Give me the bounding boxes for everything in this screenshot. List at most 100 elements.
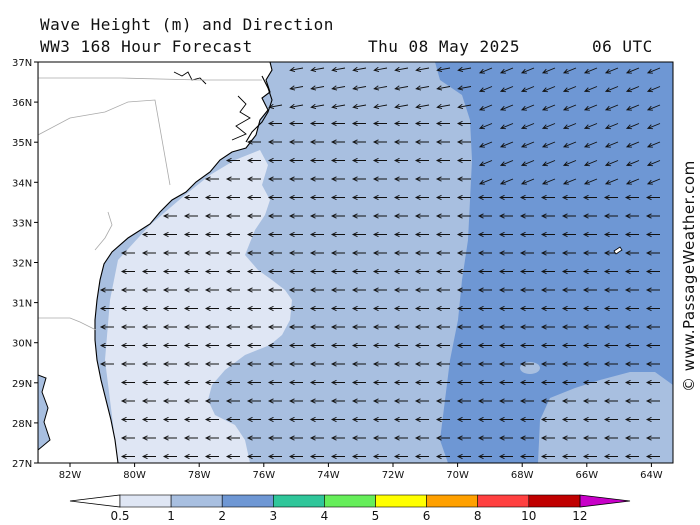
wave-arrow — [477, 361, 492, 367]
wave-arrow — [646, 86, 661, 93]
wave-arrow — [330, 176, 345, 182]
wave-arrow — [520, 123, 535, 130]
wave-arrow — [624, 305, 639, 312]
wave-arrow — [246, 416, 261, 423]
wave-arrow — [120, 398, 135, 404]
wave-arrow — [204, 416, 219, 423]
wave-arrow — [310, 85, 325, 91]
wave-arrow — [435, 361, 450, 367]
wave-arrow — [393, 287, 408, 293]
wave-arrow — [288, 139, 303, 145]
legend-label: 0.5 — [110, 509, 129, 523]
legend-swatch — [272, 494, 325, 508]
wave-arrow — [162, 379, 177, 386]
wave-arrow — [309, 287, 324, 293]
wave-arrow — [540, 287, 555, 293]
wave-arrow — [204, 250, 219, 256]
wave-arrow — [646, 67, 661, 74]
wave-arrow — [162, 435, 177, 441]
wave-arrow — [540, 398, 555, 404]
state-borders — [38, 77, 262, 331]
wave-arrow — [393, 250, 408, 256]
wave-arrow — [603, 213, 618, 219]
wave-arrow — [267, 342, 282, 349]
wave-arrow — [225, 398, 240, 404]
wave-arrow — [309, 213, 324, 219]
wave-arrow — [330, 231, 345, 238]
wave-arrow — [99, 287, 114, 293]
wave-arrow — [499, 141, 514, 148]
wave-arrow — [457, 103, 472, 110]
wave-arrow — [415, 66, 430, 73]
wave-arrow — [582, 453, 597, 460]
wave-arrow — [120, 250, 135, 256]
wave-arrow — [456, 194, 471, 201]
wave-arrow — [246, 176, 261, 182]
wave-arrow — [414, 231, 429, 238]
lat-label: 34N — [12, 178, 32, 189]
wave-arrow — [120, 435, 135, 441]
wave-arrow — [225, 157, 240, 164]
wave-arrow — [309, 324, 324, 330]
wave-arrow — [351, 194, 366, 201]
wave-arrow — [414, 287, 429, 293]
wave-arrow — [394, 66, 409, 73]
wave-arrow — [183, 213, 198, 219]
wave-arrow — [351, 379, 366, 386]
wave-arrow — [372, 342, 387, 349]
wave-arrow — [120, 416, 135, 423]
wave-arrow — [478, 123, 493, 130]
wave-arrow — [520, 67, 535, 74]
wave-arrow — [246, 194, 261, 201]
wave-arrow — [183, 305, 198, 312]
legend-swatch — [528, 494, 581, 508]
forecast-time: 06 UTC — [592, 37, 653, 56]
wave-arrow — [309, 379, 324, 386]
wave-arrow — [351, 176, 366, 182]
wave-arrow — [372, 416, 387, 423]
wave-arrow — [351, 250, 366, 256]
wave-arrow — [183, 361, 198, 367]
wave-arrow — [603, 361, 618, 367]
wave-arrow — [624, 231, 639, 238]
wave-arrow — [372, 435, 387, 441]
wave-arrow — [225, 305, 240, 312]
wave-arrow — [204, 379, 219, 386]
lat-label: 31N — [12, 299, 32, 310]
wave-arrow — [646, 160, 661, 167]
wave-direction-arrows — [99, 66, 661, 460]
wave-arrow — [288, 120, 303, 127]
wave-arrow — [372, 379, 387, 386]
wave-arrow — [435, 213, 450, 219]
wave-arrow — [414, 268, 429, 275]
wave-arrow — [624, 324, 639, 330]
wave-arrow — [498, 287, 513, 293]
wave-arrow — [393, 435, 408, 441]
wave-arrow — [225, 231, 240, 238]
copyright-credit: © www.PassageWeather.com — [680, 160, 698, 392]
wave-arrow — [519, 416, 534, 423]
wave-arrow — [604, 67, 619, 74]
wave-arrow — [120, 324, 135, 330]
wave-arrow — [519, 361, 534, 367]
wave-arrow — [268, 103, 283, 110]
wave-arrow — [624, 194, 639, 201]
legend-swatch — [426, 494, 479, 508]
wave-arrow — [625, 160, 640, 167]
wave-arrow — [645, 213, 660, 219]
wave-arrow — [351, 435, 366, 441]
wave-arrow — [267, 453, 282, 460]
wave-arrow — [540, 435, 555, 441]
wave-arrow — [225, 324, 240, 330]
wave-arrow — [435, 176, 450, 182]
wave-arrow — [267, 231, 282, 238]
wave-arrow — [436, 66, 451, 73]
wave-arrow — [561, 342, 576, 349]
wave-arrow — [141, 435, 156, 441]
lon-label: 78W — [188, 470, 211, 481]
wave-arrow — [330, 416, 345, 423]
wave-arrow — [540, 379, 555, 386]
wave-arrow — [351, 416, 366, 423]
wave-band-0-5-1m — [105, 150, 292, 463]
wave-arrow — [141, 324, 156, 330]
